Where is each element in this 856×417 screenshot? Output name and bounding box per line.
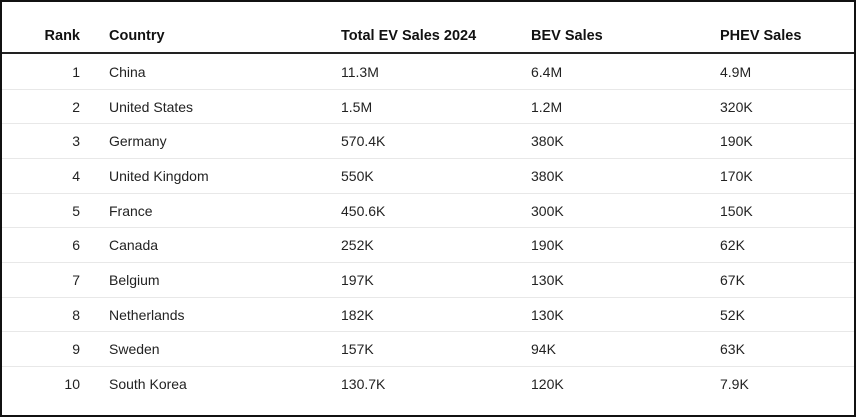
cell-total-ev-sales: 11.3M (341, 64, 379, 80)
cell-rank: 5 (72, 202, 80, 219)
cell-country: Belgium (109, 272, 160, 289)
cell-phev-sales: 62K (720, 237, 745, 254)
cell-phev-sales: 4.9M (720, 64, 752, 80)
cell-bev-sales: 300K (531, 202, 564, 219)
header-bev-sales[interactable]: BEV Sales (531, 28, 603, 44)
cell-country: United States (109, 98, 194, 115)
cell-country: Canada (109, 237, 159, 254)
cell-phev-sales: 170K (720, 168, 753, 184)
cell-total-ev-sales: 1.5M (341, 98, 373, 115)
table-row: 4 United Kingdom 550K 380K 170K (2, 158, 854, 194)
cell-bev-sales: 130K (531, 272, 564, 289)
cell-rank: 4 (72, 168, 80, 184)
cell-total-ev-sales: 130.7K (341, 376, 386, 393)
cell-total-ev-sales: 252K (341, 237, 374, 254)
cell-bev-sales: 190K (531, 237, 564, 254)
cell-bev-sales: 94K (531, 341, 556, 358)
cell-rank: 2 (72, 98, 80, 115)
cell-rank: 7 (72, 272, 80, 289)
cell-country: Netherlands (109, 306, 185, 323)
cell-rank: 1 (72, 64, 80, 80)
table-row: 7 Belgium 197K 130K 67K (2, 262, 854, 298)
cell-total-ev-sales: 550K (341, 168, 374, 184)
table-row: 8 Netherlands 182K 130K 52K (2, 297, 854, 333)
cell-country: China (109, 64, 146, 80)
cell-bev-sales: 1.2M (531, 98, 563, 115)
cell-phev-sales: 63K (720, 341, 745, 358)
cell-bev-sales: 380K (531, 133, 564, 150)
table-row: 3 Germany 570.4K 380K 190K (2, 123, 854, 159)
cell-phev-sales: 320K (720, 98, 753, 115)
cell-phev-sales: 190K (720, 133, 753, 150)
table-row: 10 South Korea 130.7K 120K 7.9K (2, 366, 854, 401)
cell-phev-sales: 7.9K (720, 376, 749, 393)
cell-rank: 3 (72, 133, 80, 150)
cell-total-ev-sales: 157K (341, 341, 374, 358)
cell-phev-sales: 150K (720, 202, 753, 219)
table-row: 5 France 450.6K 300K 150K (2, 193, 854, 229)
cell-total-ev-sales: 450.6K (341, 202, 386, 219)
cell-country: Sweden (109, 341, 160, 358)
cell-bev-sales: 6.4M (531, 64, 563, 80)
header-total-ev-sales[interactable]: Total EV Sales 2024 (341, 28, 477, 44)
cell-bev-sales: 130K (531, 306, 564, 323)
cell-country: South Korea (109, 376, 187, 393)
cell-phev-sales: 67K (720, 272, 745, 289)
table-row: 9 Sweden 157K 94K 63K (2, 331, 854, 368)
header-phev-sales[interactable]: PHEV Sales (720, 28, 802, 44)
table-row: 1 China 11.3M 6.4M 4.9M (2, 54, 854, 90)
cell-total-ev-sales: 570.4K (341, 133, 386, 150)
cell-total-ev-sales: 182K (341, 306, 374, 323)
cell-total-ev-sales: 197K (341, 272, 374, 289)
cell-country: United Kingdom (109, 168, 209, 184)
header-rank[interactable]: Rank (44, 28, 80, 44)
cell-bev-sales: 120K (531, 376, 564, 393)
table-row: 2 United States 1.5M 1.2M 320K (2, 89, 854, 125)
header-country[interactable]: Country (109, 28, 165, 44)
cell-phev-sales: 52K (720, 306, 745, 323)
table-header: Rank Country Total EV Sales 2024 BEV Sal… (2, 2, 854, 54)
table-row: 6 Canada 252K 190K 62K (2, 227, 854, 263)
cell-bev-sales: 380K (531, 168, 564, 184)
cell-rank: 8 (72, 306, 80, 323)
cell-rank: 6 (72, 237, 80, 254)
cell-country: Germany (109, 133, 167, 150)
cell-rank: 10 (64, 376, 80, 393)
cell-country: France (109, 202, 153, 219)
cell-rank: 9 (72, 341, 80, 358)
